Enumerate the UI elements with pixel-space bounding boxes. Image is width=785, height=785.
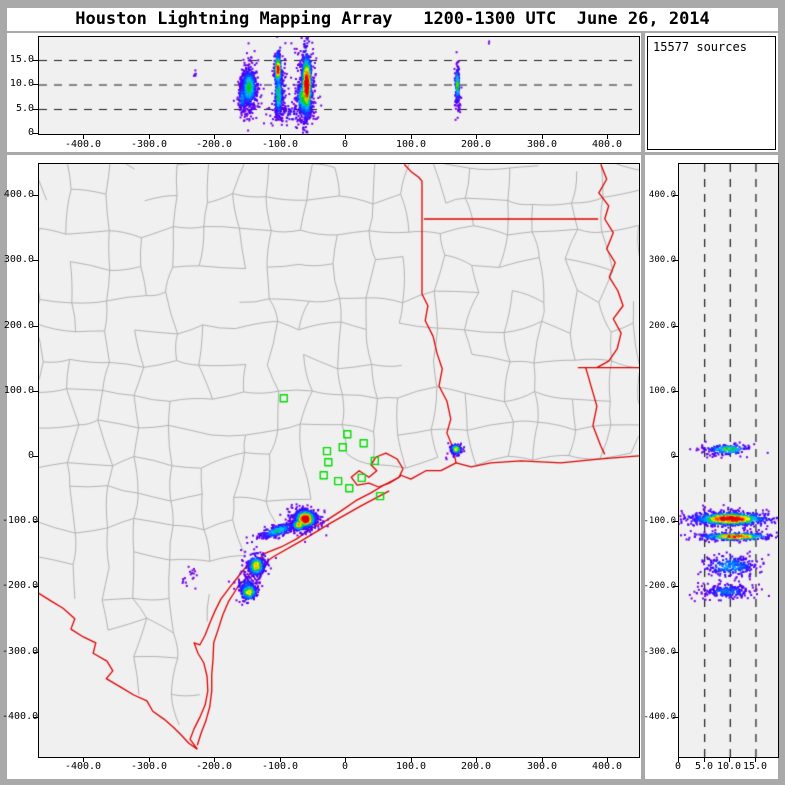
map-y-tick-label: 100.0 [3,385,34,396]
altns-x-tick-label: 15.0 [742,761,768,772]
altns-x-tick [678,757,679,762]
map-x-tick [83,757,84,762]
altew-y-tick [33,60,38,61]
altns-y-tick-label: 300.0 [648,255,676,265]
altew-x-tick [345,134,346,139]
altew-x-tick-label: -300.0 [130,139,168,150]
map-x-tick-label: -300.0 [130,761,168,772]
map-y-tick-label: 0 [27,450,34,461]
map-y-tick-label: -300.0 [2,646,39,657]
map-x-tick [345,757,346,762]
altew-y-tick-label: 5.0 [15,103,34,114]
map-y-tick-label: 200.0 [3,320,34,331]
altns-y-tick [673,652,678,653]
map-x-tick-label: 400.0 [591,761,623,772]
altns-y-tick [673,391,678,392]
map-x-tick-label: 0 [341,761,349,772]
map-x-tick-label: 300.0 [526,761,558,772]
map-x-tick [149,757,150,762]
altew-y-tick [33,133,38,134]
map-x-tick [411,757,412,762]
map-x-tick [607,757,608,762]
altew-x-tick-label: -200.0 [195,139,233,150]
altew-x-tick-label: 0 [341,139,349,150]
map-y-tick [33,586,38,587]
alt-ew-plot [38,36,640,135]
altns-x-tick-label: 0 [674,761,682,772]
altns-x-tick-label: 5.0 [694,761,714,772]
plan-map-plot [38,163,640,758]
altew-x-tick-label: 300.0 [526,139,558,150]
altns-y-tick [673,521,678,522]
map-x-tick-label: -100.0 [261,761,299,772]
altns-y-tick-label: -300.0 [643,647,676,657]
map-y-tick [33,717,38,718]
altns-y-tick [673,586,678,587]
plan-map-canvas [39,164,639,757]
map-y-tick [33,326,38,327]
map-y-tick [33,391,38,392]
alt-ns-canvas [679,164,778,757]
altew-x-tick-label: -400.0 [64,139,102,150]
altns-y-tick-label: -100.0 [643,516,676,526]
map-x-tick [214,757,215,762]
map-x-tick [542,757,543,762]
altew-x-tick [542,134,543,139]
map-x-tick-label: -200.0 [195,761,233,772]
altew-x-tick [476,134,477,139]
altns-y-tick-label: 100.0 [648,386,676,396]
altew-x-tick [607,134,608,139]
altns-x-tick [729,757,730,762]
altew-x-tick-label: -100.0 [261,139,299,150]
altns-y-tick [673,260,678,261]
altew-x-tick [214,134,215,139]
alt-ew-canvas [39,37,639,134]
map-y-tick-label: 300.0 [3,254,34,265]
altns-y-tick [673,195,678,196]
altns-y-tick-label: -200.0 [643,581,676,591]
altns-y-tick-label: -400.0 [643,712,676,722]
source-count-label: 15577 sources [653,40,747,54]
altns-y-tick [673,456,678,457]
altns-y-tick-label: 0 [670,451,676,461]
altew-x-tick-label: 200.0 [460,139,492,150]
title-bar: Houston Lightning Mapping Array 1200-130… [7,8,778,31]
map-x-tick-label: 200.0 [460,761,492,772]
altew-y-tick-label: 0 [27,127,34,138]
map-y-tick [33,456,38,457]
map-y-tick-label: 400.0 [3,189,34,200]
map-x-tick-label: -400.0 [64,761,102,772]
altns-x-tick [704,757,705,762]
map-y-tick [33,521,38,522]
map-y-tick-label: -400.0 [2,711,39,722]
altew-y-tick [33,109,38,110]
altew-x-tick [149,134,150,139]
altew-x-tick [280,134,281,139]
map-y-tick [33,195,38,196]
map-x-tick-label: 100.0 [395,761,427,772]
altns-x-tick-label: 10.0 [716,761,742,772]
altns-x-tick [755,757,756,762]
map-y-tick-label: -200.0 [2,580,39,591]
altew-y-tick-label: 15.0 [9,54,34,65]
alt-ns-plot [678,163,779,758]
source-count-box: 15577 sources [647,36,776,150]
altew-x-tick [83,134,84,139]
altew-x-tick-label: 400.0 [591,139,623,150]
map-y-tick-label: -100.0 [2,515,39,526]
altew-y-tick-label: 10.0 [9,78,34,89]
altew-x-tick [411,134,412,139]
page-title: Houston Lightning Mapping Array 1200-130… [75,9,710,29]
altns-y-tick-label: 400.0 [648,190,676,200]
map-x-tick [280,757,281,762]
map-y-tick [33,652,38,653]
altew-x-tick-label: 100.0 [395,139,427,150]
map-x-tick [476,757,477,762]
map-y-tick [33,260,38,261]
altew-y-tick [33,84,38,85]
altns-y-tick [673,717,678,718]
altns-y-tick [673,326,678,327]
altns-y-tick-label: 200.0 [648,321,676,331]
